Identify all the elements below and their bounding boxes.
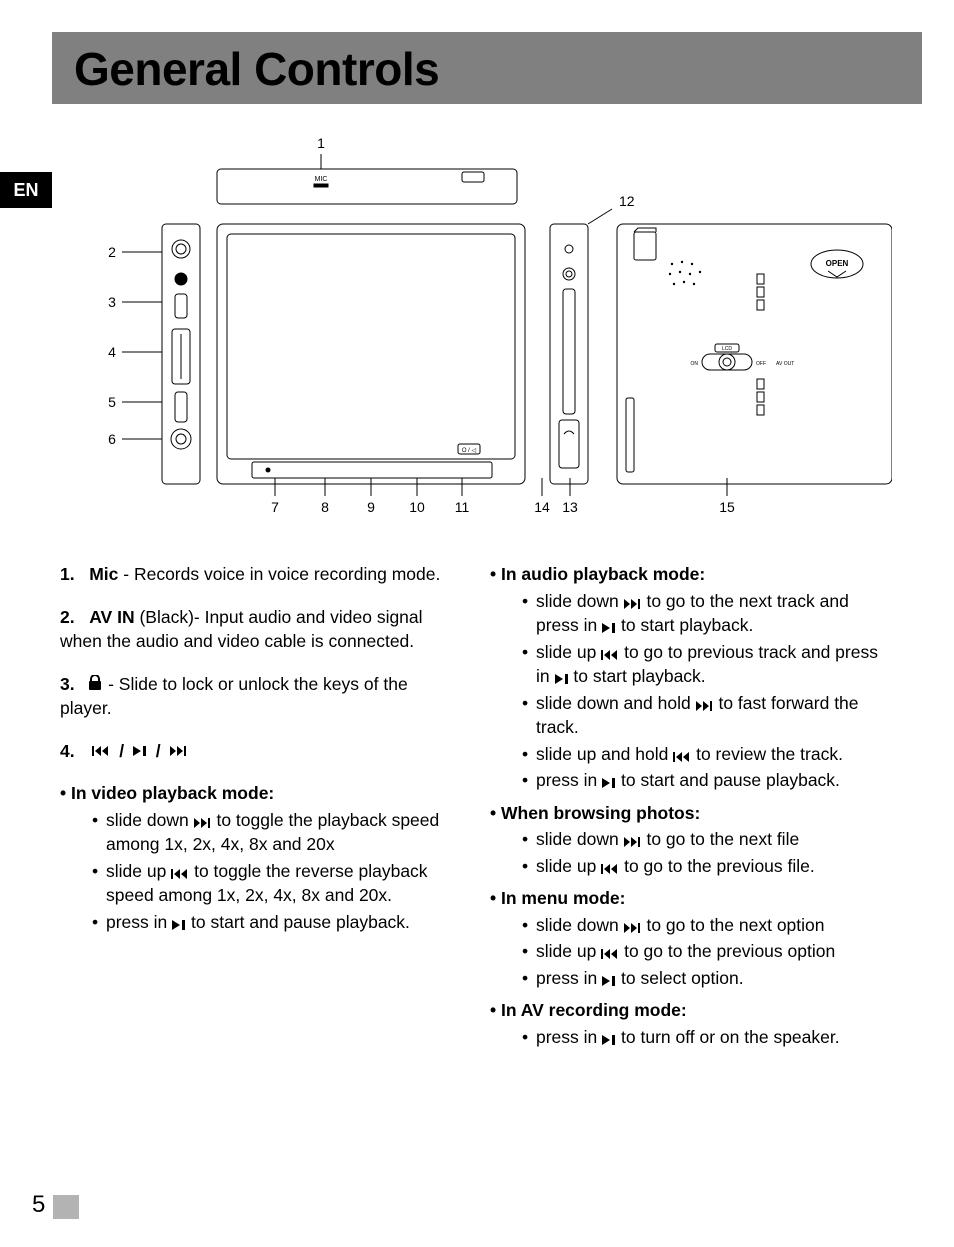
- prev-icon: [92, 746, 110, 756]
- play-pause-icon: [555, 674, 569, 684]
- list-item: press in to start and pause playback.: [92, 910, 464, 935]
- list-item: slide down to go to the next track and p…: [522, 589, 894, 638]
- svg-text:OPEN: OPEN: [826, 259, 849, 268]
- content-columns: 1. Mic - Records voice in voice recordin…: [0, 562, 954, 1057]
- svg-text:MIC: MIC: [315, 176, 328, 183]
- list-item: slide up to toggle the reverse playback …: [92, 859, 464, 908]
- page-number-decoration: [53, 1195, 79, 1219]
- lock-icon: [89, 675, 103, 691]
- title-bar: General Controls: [52, 32, 922, 104]
- list-item: slide up to go to the previous file.: [522, 854, 894, 879]
- list-item: press in to turn off or on the speaker.: [522, 1025, 894, 1050]
- svg-text:LCD: LCD: [722, 346, 732, 352]
- list-item: slide up to go to the previous option: [522, 939, 894, 964]
- svg-text:7: 7: [271, 499, 279, 515]
- mode-audio: In audio playback mode: slide down to go…: [490, 562, 894, 793]
- device-diagram: MIC 1 O / ◁ 7 8 9 10 11: [0, 134, 954, 534]
- mode-heading: In video playback mode:: [60, 781, 464, 806]
- mode-heading: In menu mode:: [490, 886, 894, 911]
- prev-icon: [673, 752, 691, 762]
- svg-text:12: 12: [619, 193, 635, 209]
- svg-text:10: 10: [409, 499, 425, 515]
- svg-text:14: 14: [534, 499, 550, 515]
- list-item: slide down to go to the next option: [522, 913, 894, 938]
- right-column: In audio playback mode: slide down to go…: [490, 562, 894, 1057]
- page-title: General Controls: [74, 42, 922, 96]
- item-4: 4. / /: [60, 739, 464, 764]
- play-pause-icon: [172, 920, 186, 930]
- svg-text:3: 3: [108, 294, 116, 310]
- prev-icon: [601, 864, 619, 874]
- play-pause-icon: [133, 746, 147, 756]
- item-text: - Records voice in voice recording mode.: [123, 564, 440, 584]
- list-item: slide up and hold to review the track.: [522, 742, 894, 767]
- list-item: slide down to go to the next file: [522, 827, 894, 852]
- item-label: Mic: [89, 564, 118, 584]
- next-icon: [624, 923, 642, 933]
- svg-text:1: 1: [317, 135, 325, 151]
- mode-heading: In AV recording mode:: [490, 998, 894, 1023]
- svg-text:9: 9: [367, 499, 375, 515]
- svg-text:13: 13: [562, 499, 578, 515]
- item-text: - Slide to lock or unlock the keys of th…: [60, 674, 408, 719]
- svg-text:15: 15: [719, 499, 735, 515]
- item-label: AV IN: [89, 607, 134, 627]
- svg-text:8: 8: [321, 499, 329, 515]
- language-tag: EN: [0, 172, 52, 208]
- play-pause-icon: [602, 1035, 616, 1045]
- item-1: 1. Mic - Records voice in voice recordin…: [60, 562, 464, 587]
- list-item: slide up to go to previous track and pre…: [522, 640, 894, 689]
- mode-heading: When browsing photos:: [490, 801, 894, 826]
- next-icon: [696, 701, 714, 711]
- item-number: 2.: [60, 607, 75, 627]
- mode-photos: When browsing photos: slide down to go t…: [490, 801, 894, 879]
- mode-av-recording: In AV recording mode: press in to turn o…: [490, 998, 894, 1049]
- next-icon: [624, 837, 642, 847]
- prev-icon: [171, 869, 189, 879]
- item-number: 1.: [60, 564, 75, 584]
- list-item: press in to select option.: [522, 966, 894, 991]
- mode-video: In video playback mode: slide down to to…: [60, 781, 464, 934]
- prev-icon: [601, 949, 619, 959]
- item-number: 4.: [60, 739, 75, 764]
- list-item: slide down and hold to fast forward the …: [522, 691, 894, 740]
- item-number: 3.: [60, 674, 75, 694]
- svg-text:2: 2: [108, 244, 116, 260]
- prev-icon: [601, 650, 619, 660]
- play-pause-icon: [602, 778, 616, 788]
- item-2: 2. AV IN (Black)- Input audio and video …: [60, 605, 464, 654]
- svg-text:6: 6: [108, 431, 116, 447]
- next-icon: [170, 746, 188, 756]
- svg-text:ON: ON: [691, 361, 699, 367]
- play-pause-icon: [602, 976, 616, 986]
- list-item: press in to start and pause playback.: [522, 768, 894, 793]
- left-column: 1. Mic - Records voice in voice recordin…: [60, 562, 464, 1057]
- next-icon: [624, 599, 642, 609]
- play-pause-icon: [602, 623, 616, 633]
- mode-heading: In audio playback mode:: [490, 562, 894, 587]
- svg-text:AV OUT: AV OUT: [776, 361, 794, 367]
- svg-text:4: 4: [108, 344, 116, 360]
- mode-menu: In menu mode: slide down to go to the ne…: [490, 886, 894, 990]
- svg-text:OFF: OFF: [756, 361, 766, 367]
- next-icon: [194, 818, 212, 828]
- svg-text:5: 5: [108, 394, 116, 410]
- svg-text:11: 11: [455, 499, 470, 515]
- list-item: slide down to toggle the playback speed …: [92, 808, 464, 857]
- item-3: 3. - Slide to lock or unlock the keys of…: [60, 672, 464, 721]
- svg-text:O / ◁: O / ◁: [462, 448, 477, 454]
